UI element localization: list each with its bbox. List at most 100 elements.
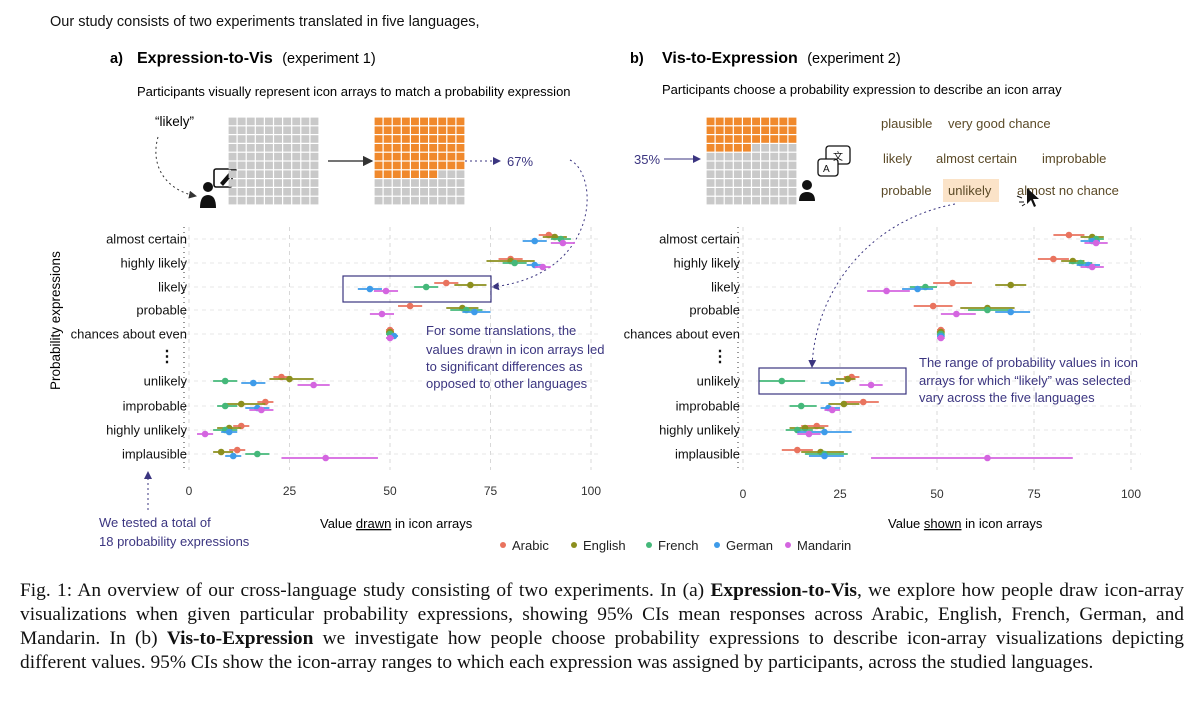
mean-point <box>953 310 960 318</box>
icon-cell <box>374 144 383 152</box>
panel-a-subtitle: (experiment 1) <box>282 51 375 67</box>
icon-cell <box>292 179 301 187</box>
icon-cell <box>392 126 401 134</box>
panel-b-description: Participants choose a probability expres… <box>662 82 1062 97</box>
result-percent: 67% <box>507 154 533 169</box>
svg-text:文: 文 <box>833 150 843 163</box>
icon-cell <box>456 170 465 178</box>
caption-bold-1: Expression-to-Vis <box>710 580 857 601</box>
icon-cell <box>411 135 419 143</box>
mean-point <box>949 279 956 287</box>
icon-cell <box>724 135 733 143</box>
icon-cell <box>255 161 264 170</box>
x-tick-label: 0 <box>186 484 193 498</box>
icon-cell <box>274 196 282 205</box>
icon-cell <box>733 152 742 161</box>
icon-cell <box>274 126 282 134</box>
y-tick-label: almost certain <box>106 232 187 247</box>
icon-cell <box>724 179 733 187</box>
person-translate-icon: A 文 <box>799 145 851 201</box>
x-axis-title-b-pre: Value <box>888 516 924 531</box>
icon-cell <box>392 117 401 126</box>
icon-cell <box>411 117 419 126</box>
icon-cell <box>292 152 301 161</box>
y-tick-label: improbable <box>123 399 187 414</box>
icon-cell <box>429 196 438 205</box>
icon-cell <box>770 188 779 196</box>
icon-cell <box>779 196 788 205</box>
icon-cell <box>374 152 383 161</box>
icon-cell <box>401 188 410 196</box>
icon-cell <box>246 144 255 152</box>
likely-highlight-box-a <box>342 275 492 303</box>
icon-cell <box>301 135 310 143</box>
mean-point <box>531 237 539 245</box>
mean-point <box>382 287 390 295</box>
icon-cell <box>228 135 237 143</box>
mean-point <box>442 279 450 287</box>
icon-cell <box>752 196 760 205</box>
y-tick-label: unlikely <box>144 374 188 389</box>
icon-cell <box>274 135 282 143</box>
y-axis-title: Probability expressions <box>48 251 63 390</box>
icon-cell <box>246 170 255 178</box>
icon-cell <box>420 117 428 126</box>
icon-cell <box>401 135 410 143</box>
icon-cell <box>743 179 751 187</box>
icon-cell <box>292 117 301 126</box>
icon-cell <box>274 179 282 187</box>
panel-b-note-line: The range of probability values in icon <box>919 355 1138 370</box>
icon-cell <box>447 135 456 143</box>
icon-cell <box>383 117 392 126</box>
legend: Arabic English French German Mandarin <box>500 538 851 553</box>
mean-point <box>378 310 386 318</box>
icon-cell <box>420 188 428 196</box>
icon-cell <box>447 161 456 170</box>
y-tick-label: highly unlikely <box>659 423 740 438</box>
icon-cell <box>706 144 715 152</box>
y-tick-label: chances about even <box>71 327 187 342</box>
icon-cell <box>392 196 401 205</box>
icon-cell <box>292 144 301 152</box>
icon-cell <box>228 161 237 170</box>
chart-vis-to-expression: almost certain highly likely likely probabl… <box>624 227 1141 501</box>
icon-cell <box>383 152 392 161</box>
icon-cell <box>743 196 751 205</box>
icon-cell <box>274 117 282 126</box>
icon-cell <box>420 161 428 170</box>
icon-cell <box>788 126 797 134</box>
mean-point <box>859 398 867 406</box>
icon-cell <box>228 196 237 205</box>
icon-cell <box>383 188 392 196</box>
icon-cell <box>788 144 797 152</box>
icon-cell <box>411 179 419 187</box>
icon-cell <box>706 161 715 170</box>
icon-cell <box>310 161 319 170</box>
likely-highlight-box-b <box>758 367 907 395</box>
icon-cell <box>438 188 447 196</box>
icon-cell <box>447 117 456 126</box>
icon-cell <box>770 144 779 152</box>
icon-cell <box>392 188 401 196</box>
icon-cell <box>274 188 282 196</box>
icon-cell <box>438 144 447 152</box>
icon-cell <box>374 126 383 134</box>
icon-cell <box>310 179 319 187</box>
icon-cell <box>255 126 264 134</box>
mean-point <box>237 400 245 408</box>
icon-cell <box>788 117 797 126</box>
mean-point <box>221 402 229 410</box>
y-tick-label: likely <box>158 280 187 295</box>
icon-cell <box>401 126 410 134</box>
icon-cell <box>411 188 419 196</box>
icon-cell <box>292 126 301 134</box>
panel-a-note: For some translations, the values drawn … <box>426 323 608 391</box>
icon-cell <box>310 170 319 178</box>
icon-cell <box>310 188 319 196</box>
icon-cell <box>411 161 419 170</box>
icon-cell <box>743 152 751 161</box>
icon-cell <box>743 161 751 170</box>
icon-cell <box>724 144 733 152</box>
icon-cell <box>752 152 760 161</box>
mean-point <box>386 334 394 342</box>
